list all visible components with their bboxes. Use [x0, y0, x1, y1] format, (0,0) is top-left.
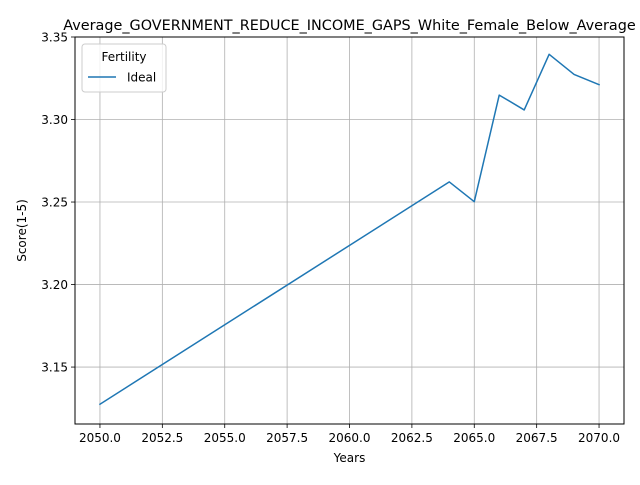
x-tick-label: 2065.0 — [453, 431, 495, 445]
legend: Fertility Ideal — [82, 44, 166, 92]
x-tick-label: 2062.5 — [391, 431, 433, 445]
chart-title: Average_GOVERNMENT_REDUCE_INCOME_GAPS_Wh… — [63, 18, 636, 34]
x-tick-label: 2055.0 — [204, 431, 246, 445]
x-axis-label: Years — [333, 451, 366, 465]
legend-label-ideal: Ideal — [127, 71, 156, 85]
x-tick-label: 2067.5 — [516, 431, 558, 445]
x-tick-label: 2050.0 — [79, 431, 121, 445]
y-tick-label: 3.15 — [41, 361, 68, 375]
y-tick-label: 3.20 — [41, 278, 68, 292]
x-tick-label: 2052.5 — [141, 431, 183, 445]
legend-title: Fertility — [101, 50, 146, 64]
x-tick-label: 2057.5 — [266, 431, 308, 445]
x-tick-label: 2070.0 — [578, 431, 620, 445]
y-tick-label: 3.25 — [41, 196, 68, 210]
x-tick-label: 2060.0 — [329, 431, 371, 445]
y-axis-label: Score(1-5) — [15, 199, 29, 262]
y-tick-label: 3.30 — [41, 113, 68, 127]
